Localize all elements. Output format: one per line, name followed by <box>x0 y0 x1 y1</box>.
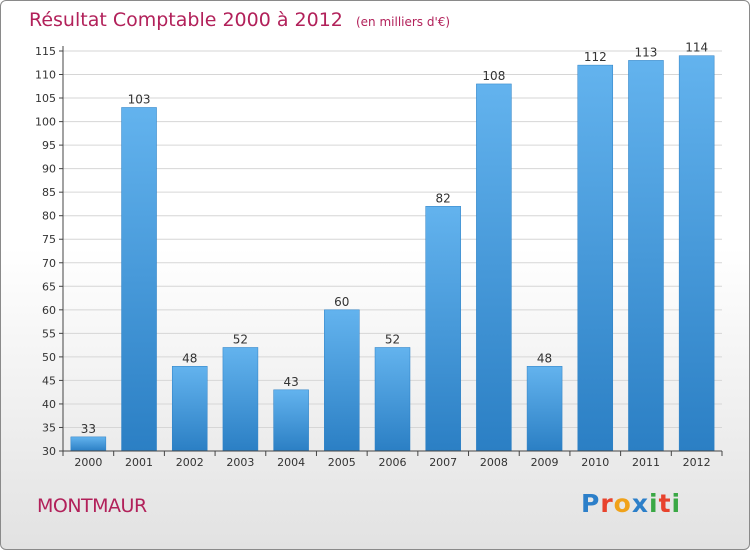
bar-2011 <box>628 60 664 452</box>
bar-2012 <box>678 55 715 452</box>
data-label-2000: 33 <box>81 422 96 436</box>
bar-2003 <box>222 347 259 452</box>
y-tick-label: 105 <box>35 92 56 105</box>
logo-letter: i <box>649 489 659 518</box>
x-tick-label: 2003 <box>226 456 254 469</box>
y-tick-label: 35 <box>42 421 56 434</box>
bar-2001 <box>121 107 157 452</box>
y-tick-label: 40 <box>42 398 56 411</box>
y-tick-label: 50 <box>42 351 56 364</box>
bar-2006 <box>374 347 411 452</box>
bar-2008 <box>476 83 512 452</box>
x-tick-label: 2000 <box>74 456 102 469</box>
y-tick-label: 65 <box>42 280 56 293</box>
x-tick-label: 2010 <box>581 456 609 469</box>
data-label-2005: 60 <box>334 295 349 309</box>
data-label-2006: 52 <box>385 332 400 346</box>
bar-2002 <box>171 366 208 452</box>
commune-name: MONTMAUR <box>37 495 147 517</box>
logo-letter: o <box>613 489 632 518</box>
y-tick-label: 70 <box>42 257 56 270</box>
x-tick-label: 2007 <box>429 456 457 469</box>
data-label-2007: 82 <box>436 191 451 205</box>
bars <box>70 55 715 452</box>
logo-letter: r <box>600 489 614 518</box>
y-tick-label: 75 <box>42 233 56 246</box>
x-tick-label: 2002 <box>176 456 204 469</box>
bar-2007 <box>425 206 461 452</box>
logo-letter: P <box>581 489 601 518</box>
x-tick-label: 2011 <box>632 456 660 469</box>
axes <box>59 46 723 456</box>
data-label-2001: 103 <box>128 92 151 106</box>
x-tick-label: 2006 <box>379 456 407 469</box>
x-tick-label: 2004 <box>277 456 305 469</box>
y-tick-label: 100 <box>35 116 56 129</box>
y-tick-label: 95 <box>42 139 56 152</box>
data-label-2010: 112 <box>584 50 607 64</box>
data-label-2011: 113 <box>635 45 658 59</box>
title-row: Résultat Comptable 2000 à 2012 (en milli… <box>29 9 450 31</box>
data-label-2004: 43 <box>283 375 298 389</box>
bar-2004 <box>273 389 309 452</box>
x-tick-label: 2009 <box>531 456 559 469</box>
x-tick-label: 2008 <box>480 456 508 469</box>
data-label-2012: 114 <box>685 41 708 55</box>
y-tick-label: 80 <box>42 210 56 223</box>
y-tick-label: 30 <box>42 445 56 458</box>
x-tick-label: 2001 <box>125 456 153 469</box>
y-tick-label: 85 <box>42 186 56 199</box>
y-tick-label: 90 <box>42 163 56 176</box>
labels: 30 35 40 45 50 55 60 65 70 75 80 85 90 95 100 105 110 115… <box>35 41 711 469</box>
y-tick-label: 45 <box>42 374 56 387</box>
y-tick-label: 60 <box>42 304 56 317</box>
y-tick-label: 115 <box>35 45 56 58</box>
data-label-2003: 52 <box>233 332 248 346</box>
logo-letter: i <box>671 489 682 518</box>
bar-2005 <box>324 309 360 452</box>
chart-subtitle: (en milliers d'€) <box>355 15 451 29</box>
proxiti-logo: Proxiti <box>581 489 681 518</box>
x-tick-label: 2005 <box>328 456 356 469</box>
logo-letter: t <box>658 489 672 518</box>
logo-letter: x <box>631 489 649 518</box>
data-label-2008: 108 <box>482 69 505 83</box>
x-tick-label: 2012 <box>683 456 711 469</box>
bar-2009 <box>526 366 563 452</box>
data-label-2002: 48 <box>182 351 197 365</box>
chart-title: Résultat Comptable 2000 à 2012 <box>29 9 343 31</box>
bar-2010 <box>577 64 614 452</box>
bar-2000 <box>70 436 107 452</box>
y-tick-label: 55 <box>42 327 56 340</box>
y-tick-label: 110 <box>35 69 56 82</box>
data-label-2009: 48 <box>537 351 552 365</box>
